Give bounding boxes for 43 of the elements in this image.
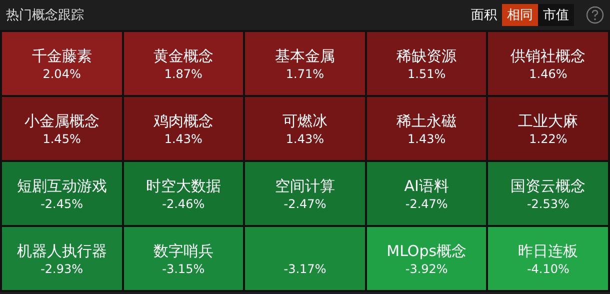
data-label: -3.17% — [284, 260, 326, 276]
category-label: 工业大麻 — [518, 110, 578, 130]
category-label: 稀缺资源 — [396, 46, 457, 66]
data-label: 1.43% — [408, 130, 446, 146]
data-label: -2.47% — [284, 196, 326, 212]
data-label: 1.45% — [42, 130, 81, 146]
data-label: -3.92% — [405, 260, 448, 276]
category-label: MLOps概念 — [386, 240, 467, 260]
data-label: -4.10% — [526, 260, 570, 276]
text: 市值 — [538, 4, 574, 26]
category-label: 时空大数据 — [146, 176, 221, 196]
category-label: 机器人执行器 — [16, 240, 107, 260]
category-label: 小金属概念 — [24, 110, 100, 130]
data-label: -2.46% — [162, 196, 205, 212]
data-label: -2.53% — [526, 196, 570, 212]
data-label: 1.51% — [408, 66, 446, 82]
data-label: -3.15% — [162, 260, 205, 276]
text: 相同 — [502, 4, 538, 26]
data-label: 1.46% — [529, 66, 568, 82]
data-label: -2.93% — [40, 260, 84, 276]
data-label: 2.04% — [42, 66, 81, 82]
category-label: AI语料 — [404, 176, 449, 196]
category-label: 可燃冰 — [282, 110, 328, 130]
data-label: 1.43% — [286, 130, 324, 146]
text: 面积 — [470, 7, 498, 25]
category-label: 黄金概念 — [153, 46, 214, 66]
text: 热门概念跟踪 — [6, 7, 85, 24]
category-label: 千金藤素 — [32, 46, 92, 66]
category-label: 稀土永磁 — [396, 110, 457, 130]
data-label: 1.87% — [164, 66, 202, 82]
category-label: 短剧互动游戏 — [16, 176, 107, 196]
category-label: 空间计算 — [274, 176, 335, 196]
category-label: 昨日连板 — [518, 240, 578, 260]
category-label: 基本金属 — [274, 46, 335, 66]
data-label: -2.45% — [40, 196, 84, 212]
data-label: 1.43% — [164, 130, 202, 146]
data-label: -2.47% — [405, 196, 448, 212]
category-label: 数字哨兵 — [153, 240, 214, 260]
category-label: 国资云概念 — [510, 176, 586, 196]
data-label: 1.22% — [529, 130, 568, 146]
data-label: 1.71% — [286, 66, 324, 82]
category-label: 供销社概念 — [510, 46, 586, 66]
category-label: 鸡肉概念 — [153, 110, 214, 130]
